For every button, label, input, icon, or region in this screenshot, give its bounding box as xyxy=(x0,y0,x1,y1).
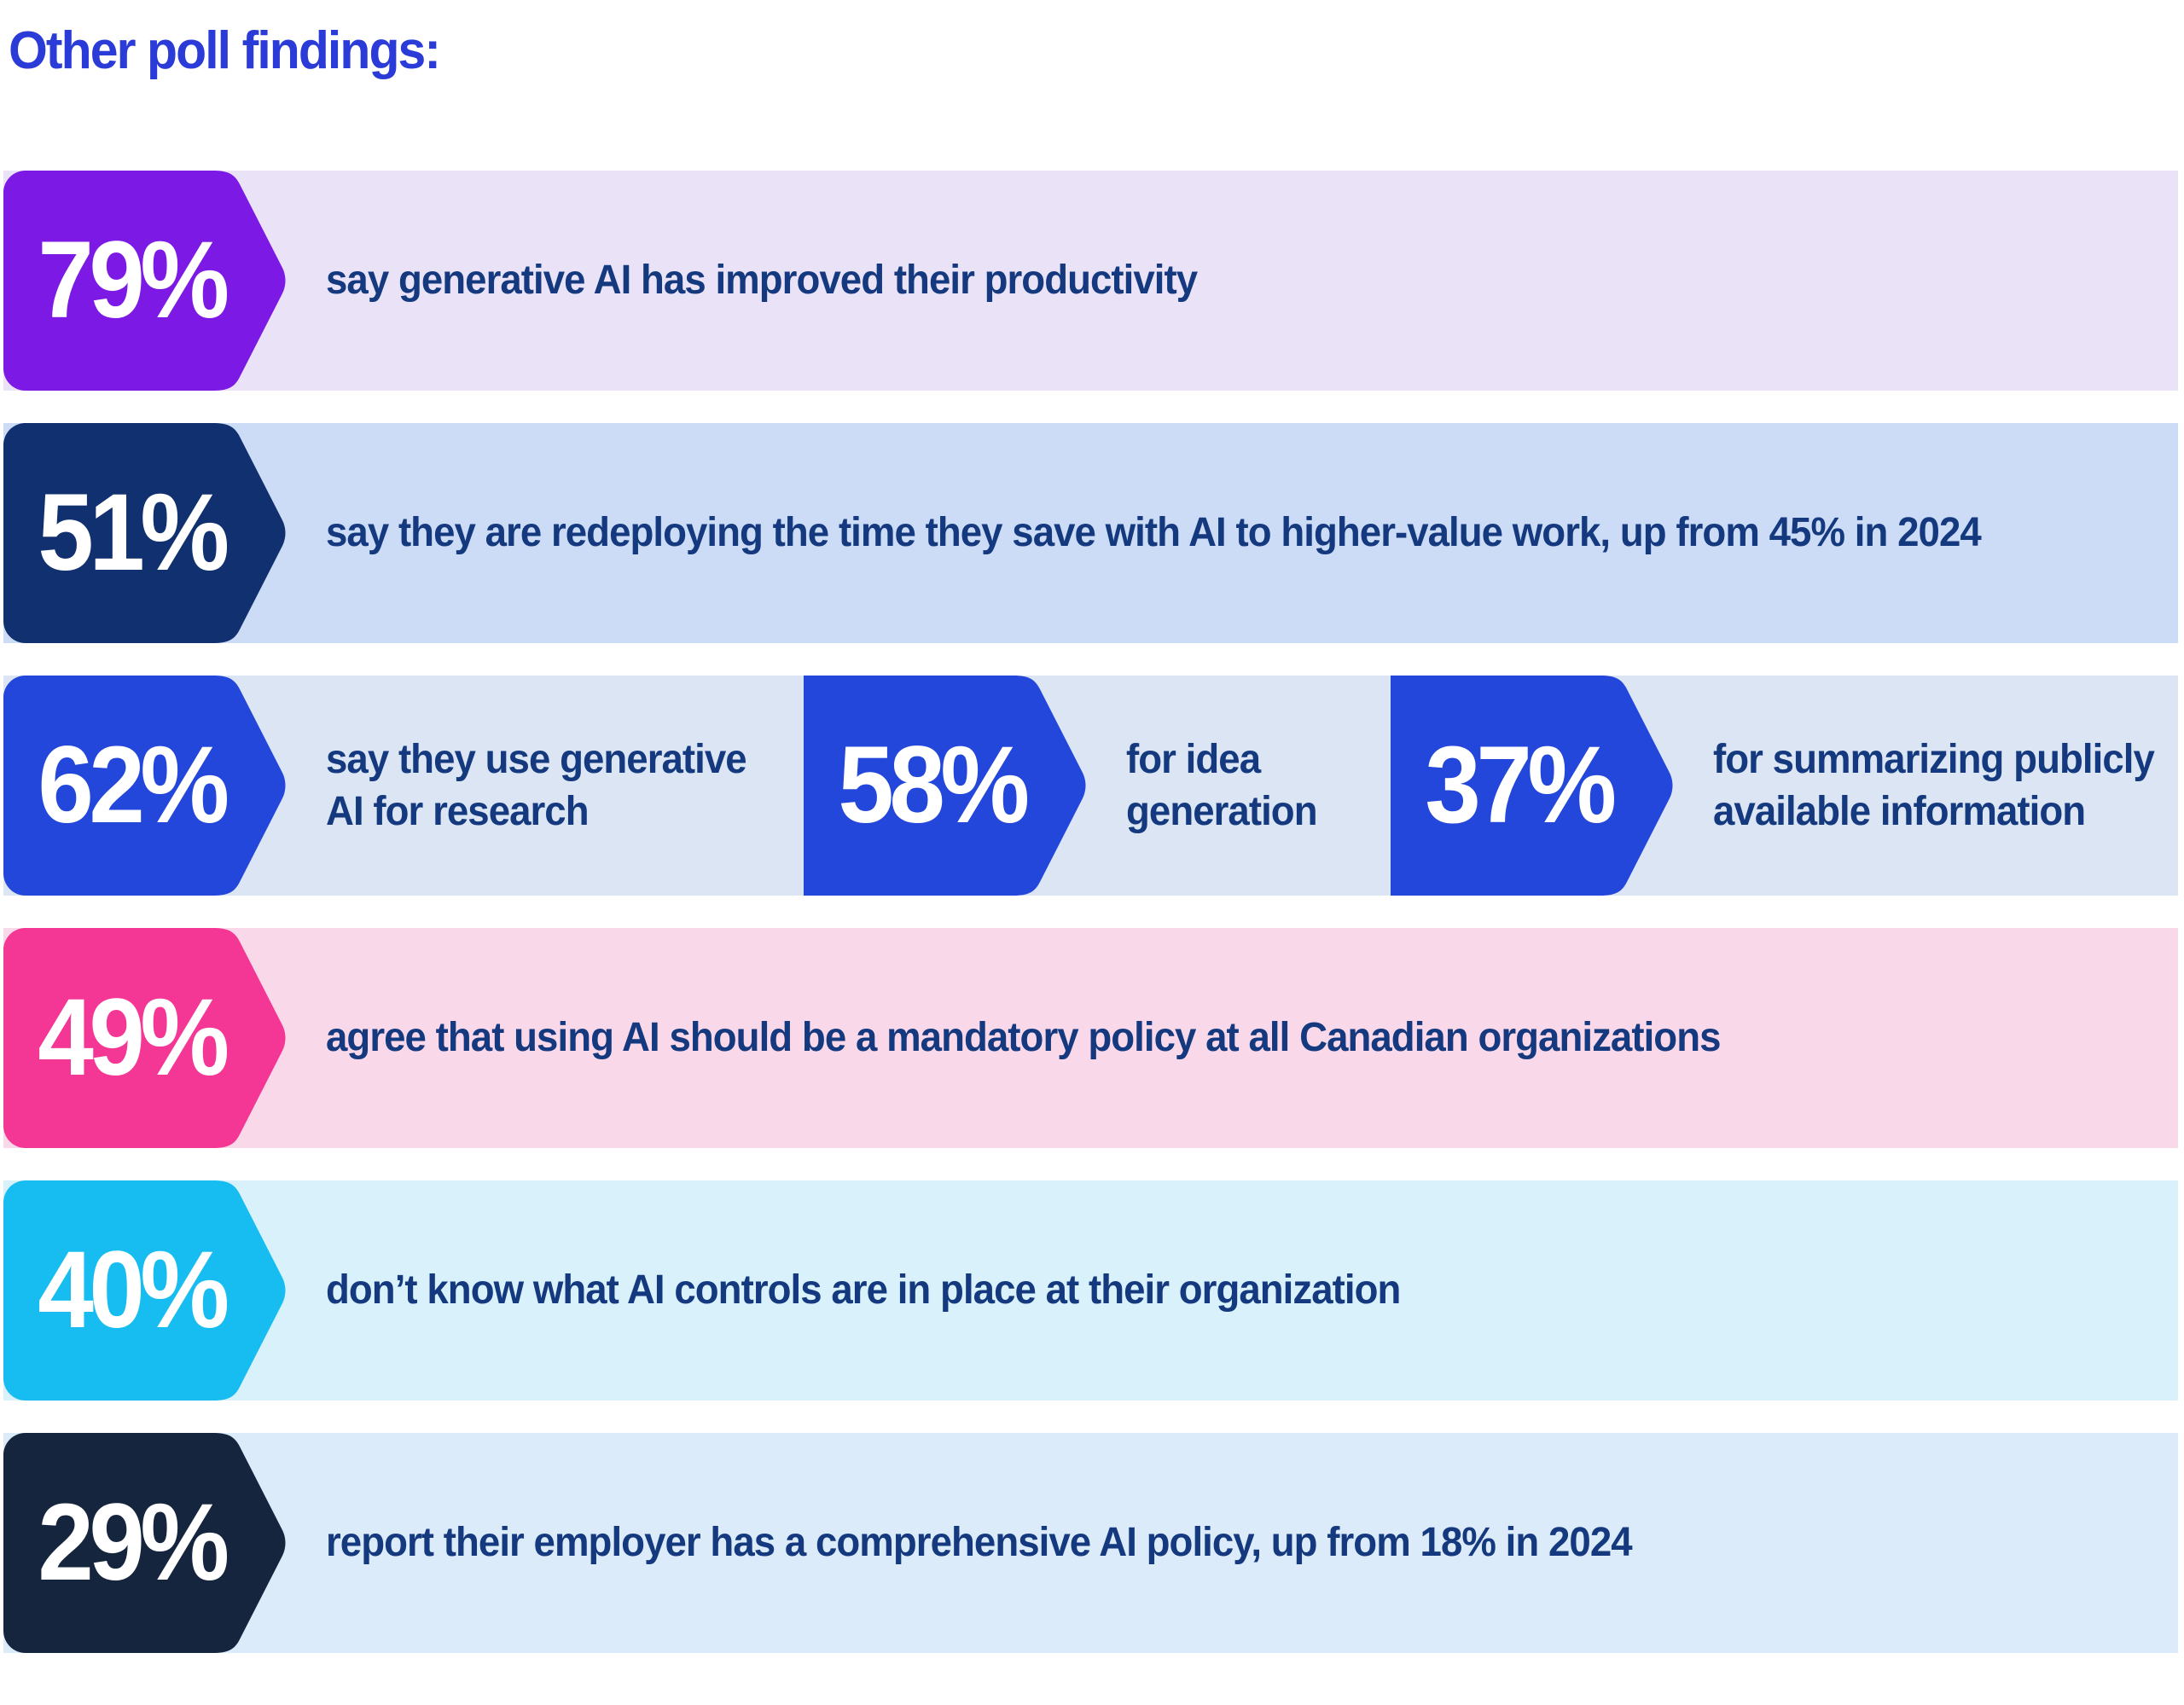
finding-label: say they are redeploying the time they s… xyxy=(326,510,1982,556)
stat-badge: 37% xyxy=(1391,676,1676,896)
stat-badge: 51% xyxy=(3,423,288,644)
stat-value: 37% xyxy=(1425,724,1618,847)
findings-list: 79% say generative AI has improved their… xyxy=(3,171,2178,1654)
arrow-badge-icon xyxy=(804,676,1086,896)
stat-badge: 29% xyxy=(3,1433,288,1654)
finding-segment: 40% don’t know what AI controls are in p… xyxy=(3,1180,2178,1401)
stat-badge: 49% xyxy=(3,928,288,1149)
finding-label: agree that using AI should be a mandator… xyxy=(326,1015,1721,1061)
arrow-badge-icon xyxy=(3,171,286,391)
finding-row-redeploying-time: 51% say they are redeploying the time th… xyxy=(3,423,2178,644)
stat-value: 79% xyxy=(38,219,229,342)
stat-value: 29% xyxy=(38,1482,229,1604)
finding-segment-summarizing: 37% for summarizing publicly available i… xyxy=(1391,676,2178,896)
arrow-badge-icon xyxy=(3,1180,286,1401)
finding-row-ai-controls: 40% don’t know what AI controls are in p… xyxy=(3,1180,2178,1401)
finding-segment: 29% report their employer has a comprehe… xyxy=(3,1433,2178,1654)
finding-label: don’t know what AI controls are in place… xyxy=(326,1267,1401,1314)
page-title: Other poll findings: xyxy=(9,21,441,80)
finding-segment: 51% say they are redeploying the time th… xyxy=(3,423,2178,644)
stat-badge: 79% xyxy=(3,171,288,391)
finding-row-productivity: 79% say generative AI has improved their… xyxy=(3,171,2178,391)
stat-badge: 62% xyxy=(3,676,288,896)
arrow-badge-icon xyxy=(3,423,286,644)
finding-segment: 49% agree that using AI should be a mand… xyxy=(3,928,2178,1149)
finding-segment: 79% say generative AI has improved their… xyxy=(3,171,2178,391)
finding-label: say generative AI has improved their pro… xyxy=(326,258,1198,304)
finding-row-genai-uses: 62% say they use generative AI for resea… xyxy=(3,676,2178,896)
finding-row-comprehensive-policy: 29% report their employer has a comprehe… xyxy=(3,1433,2178,1654)
finding-segment-research: 62% say they use generative AI for resea… xyxy=(3,676,804,896)
finding-row-mandatory-policy: 49% agree that using AI should be a mand… xyxy=(3,928,2178,1149)
stat-value: 62% xyxy=(38,724,229,847)
stat-value: 58% xyxy=(838,724,1030,847)
stat-value: 40% xyxy=(38,1229,229,1352)
finding-label: report their employer has a comprehensiv… xyxy=(326,1520,1633,1566)
stat-value: 51% xyxy=(38,472,229,594)
stat-badge: 40% xyxy=(3,1180,288,1401)
finding-label: for summarizing publicly available infor… xyxy=(1713,736,2155,835)
arrow-badge-icon xyxy=(3,928,286,1149)
stat-value: 49% xyxy=(38,977,229,1099)
stat-badge: 58% xyxy=(804,676,1089,896)
finding-label: say they use generative AI for research xyxy=(326,736,747,835)
arrow-badge-icon xyxy=(3,676,286,896)
poll-findings-infographic: Other poll findings: 79% say generative … xyxy=(0,21,2184,1705)
finding-segment-idea-generation: 58% for idea generation xyxy=(804,676,1391,896)
arrow-badge-icon xyxy=(1391,676,1673,896)
finding-label: for idea generation xyxy=(1126,736,1318,835)
arrow-badge-icon xyxy=(3,1433,286,1654)
